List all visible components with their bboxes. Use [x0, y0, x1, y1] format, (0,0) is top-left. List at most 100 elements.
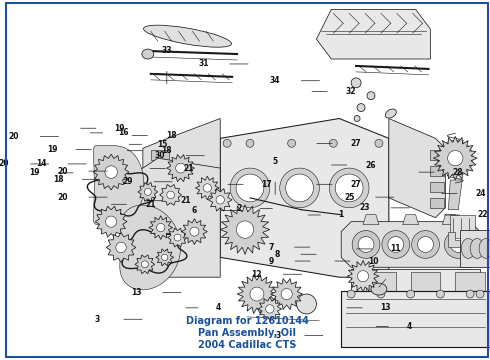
Text: 13: 13: [131, 288, 142, 297]
Text: 20: 20: [0, 159, 9, 168]
Text: 2: 2: [237, 204, 242, 213]
Text: 20: 20: [8, 132, 19, 141]
Text: 28: 28: [452, 168, 463, 177]
Bar: [431, 166, 444, 176]
Bar: [431, 182, 444, 192]
Polygon shape: [455, 272, 485, 294]
Text: 17: 17: [262, 180, 272, 189]
Polygon shape: [271, 279, 302, 310]
Ellipse shape: [417, 237, 434, 252]
Polygon shape: [448, 180, 462, 210]
Circle shape: [145, 188, 151, 195]
Text: 24: 24: [475, 189, 486, 198]
Ellipse shape: [230, 168, 270, 208]
Text: 33: 33: [162, 46, 172, 55]
Ellipse shape: [375, 139, 383, 147]
Text: 11: 11: [391, 244, 401, 253]
Text: 27: 27: [350, 139, 361, 148]
Text: 19: 19: [47, 145, 57, 154]
Ellipse shape: [352, 231, 380, 258]
Bar: [151, 182, 169, 192]
Polygon shape: [121, 158, 220, 277]
Ellipse shape: [412, 231, 440, 258]
Circle shape: [236, 221, 254, 238]
Polygon shape: [160, 185, 181, 205]
Ellipse shape: [444, 231, 472, 258]
Text: 20: 20: [57, 167, 68, 176]
Text: 20: 20: [57, 193, 68, 202]
Text: 19: 19: [29, 168, 40, 177]
Polygon shape: [196, 176, 219, 200]
Text: 21: 21: [145, 200, 155, 209]
Text: 1: 1: [339, 211, 343, 220]
Text: 27: 27: [350, 180, 361, 189]
Text: 25: 25: [344, 193, 354, 202]
Circle shape: [156, 224, 165, 232]
Text: Pan Assembly, Oil: Pan Assembly, Oil: [198, 328, 296, 338]
Text: 3: 3: [275, 331, 281, 340]
Text: 6: 6: [192, 206, 197, 215]
Bar: [151, 150, 169, 160]
Polygon shape: [237, 275, 277, 314]
Ellipse shape: [346, 125, 352, 131]
Polygon shape: [156, 249, 173, 266]
Ellipse shape: [382, 231, 410, 258]
Polygon shape: [106, 233, 136, 262]
Text: 21: 21: [180, 196, 191, 205]
Text: 12: 12: [251, 270, 262, 279]
Text: 34: 34: [270, 76, 280, 85]
Text: 19: 19: [114, 124, 125, 133]
Bar: [431, 198, 444, 208]
Ellipse shape: [479, 239, 490, 258]
Text: 5: 5: [272, 157, 278, 166]
Polygon shape: [448, 231, 462, 247]
Circle shape: [162, 254, 168, 261]
Text: 15: 15: [157, 140, 168, 149]
Ellipse shape: [246, 139, 254, 147]
Text: Diagram for 12610144: Diagram for 12610144: [186, 316, 308, 326]
Ellipse shape: [357, 104, 365, 112]
Ellipse shape: [236, 174, 264, 202]
Polygon shape: [220, 118, 389, 277]
Polygon shape: [341, 222, 480, 267]
Polygon shape: [403, 215, 418, 225]
Ellipse shape: [358, 237, 374, 252]
Text: 18: 18: [161, 146, 171, 155]
Ellipse shape: [476, 290, 484, 298]
Text: 18: 18: [53, 175, 64, 184]
Ellipse shape: [450, 237, 466, 252]
Ellipse shape: [371, 283, 387, 295]
Ellipse shape: [329, 168, 369, 208]
Circle shape: [448, 150, 463, 166]
Text: 32: 32: [345, 87, 356, 96]
Polygon shape: [347, 260, 379, 292]
Ellipse shape: [367, 92, 375, 100]
Polygon shape: [208, 189, 232, 211]
Polygon shape: [442, 215, 458, 225]
Ellipse shape: [461, 239, 475, 258]
Ellipse shape: [296, 294, 317, 314]
Ellipse shape: [223, 139, 231, 147]
Polygon shape: [411, 272, 441, 294]
Bar: [431, 150, 444, 160]
Text: 22: 22: [478, 211, 489, 220]
Circle shape: [250, 287, 264, 301]
Text: 2004 Cadillac CTS: 2004 Cadillac CTS: [198, 339, 296, 350]
Polygon shape: [135, 255, 155, 274]
Polygon shape: [363, 215, 379, 225]
Circle shape: [167, 191, 174, 199]
Polygon shape: [95, 206, 127, 237]
Text: 4: 4: [406, 322, 412, 331]
Polygon shape: [434, 136, 477, 180]
Text: 3: 3: [95, 315, 100, 324]
Circle shape: [358, 271, 368, 282]
Text: 4: 4: [216, 303, 221, 312]
Ellipse shape: [377, 290, 385, 298]
Ellipse shape: [286, 174, 314, 202]
Polygon shape: [120, 205, 180, 290]
Polygon shape: [258, 297, 282, 321]
Circle shape: [266, 305, 274, 313]
Text: 26: 26: [365, 161, 375, 170]
Polygon shape: [149, 216, 172, 239]
Text: 31: 31: [198, 59, 209, 68]
